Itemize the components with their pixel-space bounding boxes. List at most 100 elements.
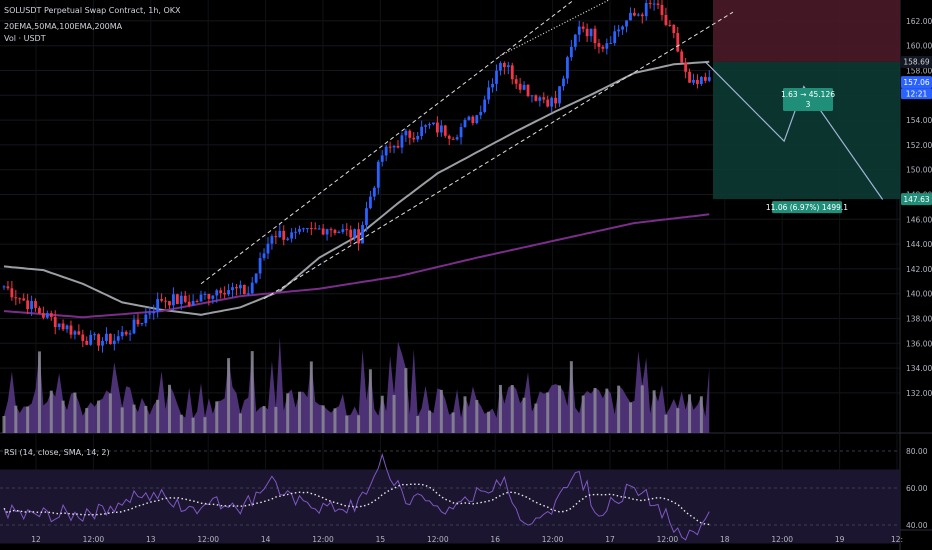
candle-body [514,79,518,84]
candle-body [211,295,215,299]
candle-body [380,155,384,162]
candle-body [526,84,530,96]
candle-body [294,231,297,233]
time-tick-label: 13 [146,535,156,544]
time-tick-label: 12:00 [771,535,793,544]
volume-bar [605,388,609,433]
volume-bar [451,412,455,433]
candle-body [459,127,463,138]
volume-bar [404,368,408,433]
time-tick-label: 19 [835,535,845,544]
volume-bar [688,394,692,433]
countdown-label-bg [901,88,932,100]
volume-bar [73,392,77,433]
volume-bar [132,404,136,433]
volume-bar [274,406,278,433]
stop-price-label-bg [901,193,932,206]
candle-body [57,323,61,328]
candle-body [491,83,494,88]
candle-body [187,301,191,306]
candle-body [152,311,156,314]
price-tick-label: 134.00 [906,364,932,373]
time-axis[interactable]: 12 12:00 13 12:00 14 12:00 15 12:00 16 12:00 17 12:… [31,535,903,544]
candle-body [223,293,227,295]
candle-body [128,333,132,335]
volume-bar [61,400,65,433]
channel-lower-line [263,11,734,300]
candle-body [573,34,577,47]
volume-bar [215,401,219,433]
candle-body [680,51,684,63]
candle-body [136,319,140,325]
chart-title: SOLUSDT Perpetual Swap Contract, 1h, OKX [4,6,181,15]
candle-body [408,130,412,138]
volume-bar [191,417,195,433]
volume-bar [593,388,597,433]
dotted-trendline [500,0,611,57]
candle-body [558,86,561,104]
volume-bar [699,396,703,433]
rsi-sma-line [3,483,710,526]
candle-body [676,32,680,52]
candle-body [664,15,668,25]
candle-body [648,3,652,5]
volume-bar [380,395,384,433]
candle-body [652,3,656,5]
candle-body [688,71,691,83]
volume-bar [475,399,479,433]
candle-body [577,26,581,35]
indicator-legend: 20EMA,50MA,100EMA,200MA [4,22,123,31]
rsi-band [0,469,900,544]
candle-body [617,29,621,32]
candlesticks[interactable] [2,0,711,353]
candle-body [266,243,270,254]
candle-body [239,284,242,289]
candle-body [270,236,274,244]
candle-body [10,288,14,298]
volume-bar [368,369,372,433]
time-tick-label: 12: [891,535,903,544]
candle-body [660,4,664,16]
volume-bar [628,402,632,433]
candle-body [215,290,219,296]
volume-bar [108,393,112,433]
candle-body [499,63,502,71]
candle-body [34,301,37,308]
candle-body [636,14,640,16]
candle-body [116,336,120,341]
price-tick-label: 154.00 [906,116,932,125]
candle-body [404,130,408,136]
candle-body [191,300,195,306]
candle-body [609,43,613,45]
candle-body [707,77,711,81]
volume-bar [321,405,325,433]
candle-body [195,300,199,302]
candle-body [396,145,400,148]
candle-body [321,228,325,235]
candle-body [179,295,183,305]
volume-bar [534,403,538,433]
candle-body [333,229,337,234]
volume-bar [14,405,18,433]
time-tick-label: 14 [261,535,271,544]
candle-body [282,230,286,240]
price-tick-label: 162.00 [906,17,932,26]
indicator-lines [3,60,710,319]
candle-body [554,97,557,104]
candle-body [463,119,467,128]
candle-body [250,282,254,294]
candle-body [305,228,309,230]
candle-body [132,319,136,334]
countdown-label: 12:21 [906,89,928,98]
candle-body [77,331,81,335]
candle-body [443,125,447,136]
candle-body [183,295,187,302]
drawings-overlay[interactable] [200,0,884,300]
volume-bar [546,392,550,433]
candle-body [105,333,108,341]
candle-body [45,313,49,318]
candle-body [538,97,542,101]
volume-legend: Vol · USDT [4,34,46,43]
